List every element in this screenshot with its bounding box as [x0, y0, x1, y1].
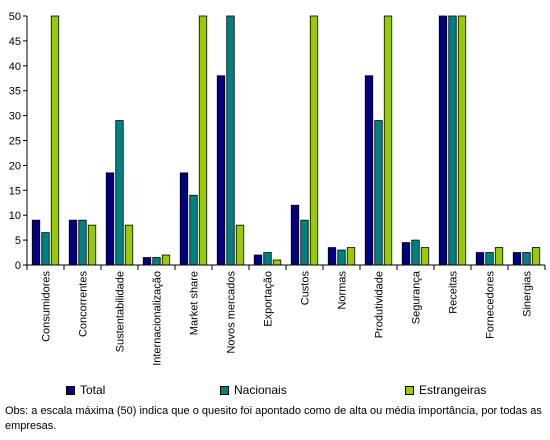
- y-tick-label: 40: [9, 61, 21, 73]
- legend: Total Nacionais Estrangeiras: [0, 383, 550, 399]
- x-category-label: Novos mercados: [226, 271, 238, 354]
- bar-estrangeiras-4: [198, 15, 208, 266]
- y-tick-label: 5: [15, 235, 21, 247]
- bar-nacionais-7: [300, 219, 309, 266]
- bar-total-1: [68, 219, 78, 266]
- y-tick-label: 45: [9, 36, 21, 48]
- bar-nacionais-12: [485, 252, 494, 266]
- bar-estrangeiras-0: [50, 15, 60, 266]
- bar-nacionais-0: [41, 232, 50, 266]
- bar-estrangeiras-3: [161, 254, 171, 266]
- bar-total-13: [512, 252, 522, 266]
- bar-total-0: [31, 219, 41, 266]
- x-category-label: Exportação: [263, 271, 275, 327]
- bar-estrangeiras-5: [235, 224, 245, 266]
- y-tick-label: 25: [9, 136, 21, 148]
- bar-nacionais-3: [152, 257, 161, 266]
- bar-total-6: [253, 254, 263, 266]
- bar-total-9: [364, 75, 374, 266]
- bar-nacionais-2: [115, 120, 124, 266]
- bar-estrangeiras-11: [457, 15, 467, 266]
- bar-total-7: [290, 204, 300, 266]
- bars: [31, 15, 541, 266]
- bar-estrangeiras-2: [124, 224, 134, 266]
- x-category-label: Market share: [189, 271, 201, 335]
- y-tick-label: 35: [9, 86, 21, 98]
- y-tick-label: 0: [15, 260, 21, 272]
- y-tick-label: 50: [9, 11, 21, 23]
- x-category-label: Produtividade: [374, 271, 386, 338]
- bar-total-10: [401, 242, 411, 266]
- bar-nacionais-10: [411, 239, 420, 266]
- legend-item-estrangeiras: Estrangeiras: [405, 383, 486, 397]
- bar-total-12: [475, 252, 485, 266]
- bar-total-11: [438, 15, 448, 266]
- bar-nacionais-9: [374, 120, 383, 266]
- bar-estrangeiras-12: [494, 247, 504, 266]
- y-tick-label: 20: [9, 160, 21, 172]
- bar-nacionais-8: [337, 249, 346, 266]
- bar-estrangeiras-1: [87, 224, 97, 266]
- legend-swatch-total: [66, 385, 75, 395]
- bar-estrangeiras-6: [272, 259, 282, 266]
- bar-nacionais-1: [78, 219, 87, 266]
- y-axis: 0 5 10 15 20 25 30 35 40 45 50: [9, 11, 28, 272]
- bar-total-8: [327, 247, 337, 266]
- bar-estrangeiras-7: [309, 15, 319, 266]
- bar-chart: 0 5 10 15 20 25 30 35 40 45 50 Consumidores Concorr…: [9, 11, 546, 366]
- bar-total-5: [216, 75, 226, 266]
- y-tick-label: 15: [9, 185, 21, 197]
- x-category-label: Receitas: [448, 271, 460, 314]
- legend-swatch-nacionais: [220, 385, 229, 395]
- x-axis: Consumidores Concorrentes Sustentabilidade…: [26, 264, 546, 366]
- x-category-label: Sustentabilidade: [115, 271, 127, 352]
- bar-estrangeiras-8: [346, 247, 356, 266]
- bar-nacionais-4: [189, 194, 198, 266]
- x-category-label: Fornecedores: [485, 271, 497, 339]
- x-category-label: Sinergias: [522, 271, 534, 317]
- legend-swatch-estrangeiras: [405, 385, 414, 395]
- bar-total-2: [105, 172, 115, 266]
- bar-nacionais-13: [522, 252, 531, 266]
- legend-label-estrangeiras: Estrangeiras: [419, 383, 487, 397]
- bar-estrangeiras-9: [383, 15, 393, 266]
- bar-total-3: [142, 257, 152, 266]
- x-category-label: Consumidores: [41, 271, 53, 342]
- bar-estrangeiras-13: [531, 247, 541, 266]
- y-tick-label: 10: [9, 210, 21, 222]
- bar-estrangeiras-10: [420, 247, 430, 266]
- x-category-label: Concorrentes: [78, 271, 90, 338]
- legend-item-total: Total: [66, 383, 105, 397]
- bar-nacionais-6: [263, 252, 272, 266]
- x-category-label: Custos: [300, 271, 312, 306]
- bar-nacionais-11: [448, 15, 457, 266]
- bar-nacionais-5: [226, 15, 235, 266]
- bar-total-4: [179, 172, 189, 266]
- x-category-label: Internacionalização: [152, 271, 164, 366]
- legend-label-nacionais: Nacionais: [234, 383, 287, 397]
- footnote: Obs: a escala máxima (50) indica que o q…: [5, 405, 542, 432]
- x-category-label: Normas: [337, 271, 349, 310]
- legend-item-nacionais: Nacionais: [220, 383, 287, 397]
- y-tick-label: 30: [9, 111, 21, 123]
- legend-label-total: Total: [80, 383, 106, 397]
- x-category-label: Segurança: [411, 270, 423, 324]
